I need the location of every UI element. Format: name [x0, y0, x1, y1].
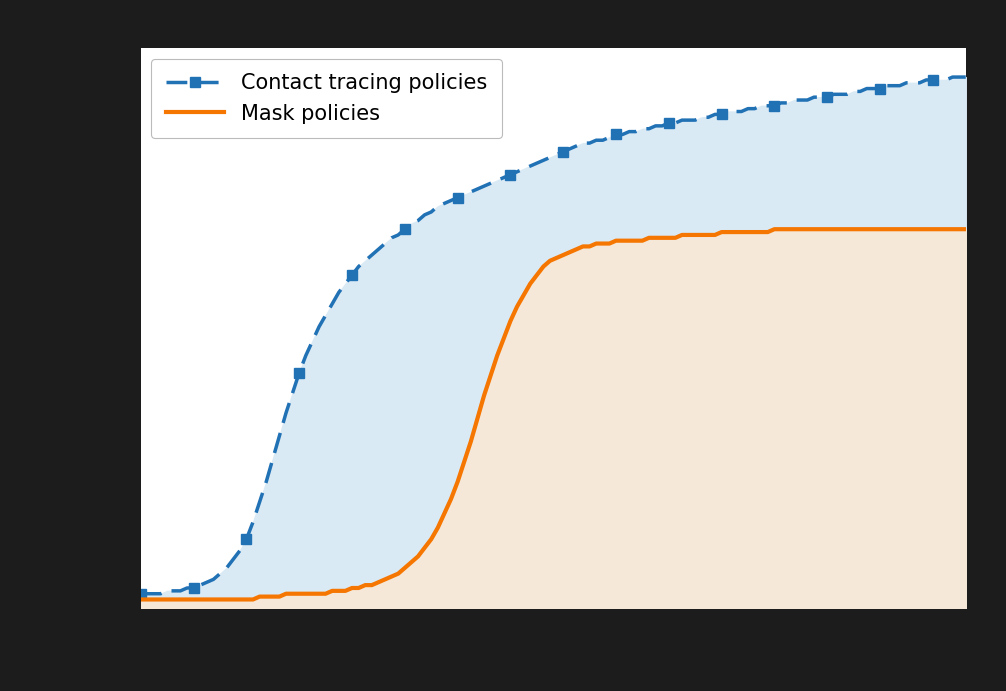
Mask policies [135, 596, 147, 604]
Contact tracing policies [187, 584, 199, 592]
Legend: Contact tracing policies, Mask policies: Contact tracing policies, Mask policies [151, 59, 502, 138]
Mask policies [187, 596, 199, 604]
Mask policies [682, 231, 694, 239]
Contact tracing policies [682, 116, 694, 124]
Line: Mask policies: Mask policies [141, 229, 966, 600]
Mask policies [623, 236, 635, 245]
Mask policies [524, 280, 536, 288]
Contact tracing policies [643, 124, 655, 133]
Contact tracing policies [947, 73, 959, 82]
Contact tracing policies [524, 162, 536, 170]
Contact tracing policies [346, 271, 358, 279]
Line: Contact tracing policies: Contact tracing policies [136, 73, 971, 598]
Mask policies [960, 225, 972, 234]
Contact tracing policies [623, 127, 635, 135]
Contact tracing policies [135, 589, 147, 598]
Mask policies [769, 225, 781, 234]
Mask policies [643, 234, 655, 242]
Contact tracing policies [960, 73, 972, 82]
Mask policies [346, 584, 358, 592]
